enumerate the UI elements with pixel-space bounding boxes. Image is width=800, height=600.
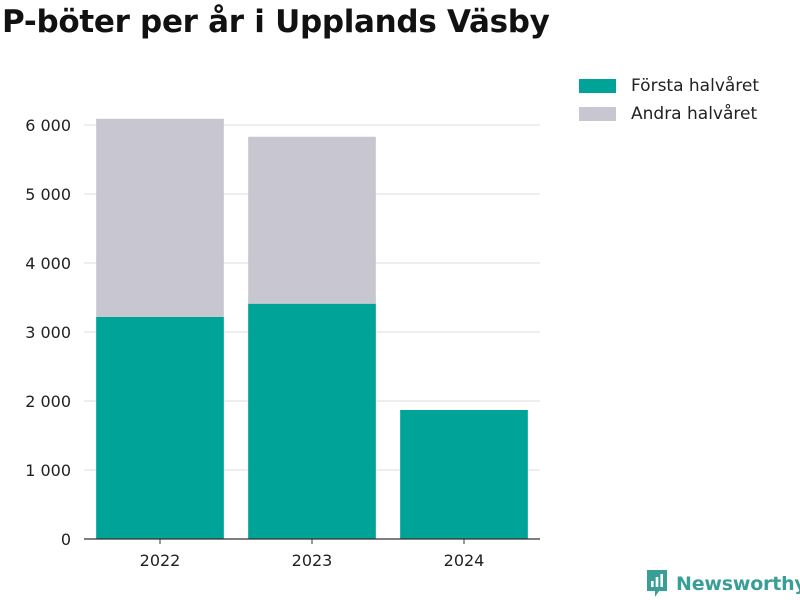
bar-2024-series-0 (400, 409, 528, 539)
legend-swatch-second-half (579, 107, 616, 121)
y-tick-label: 4 000 (25, 254, 71, 273)
legend-label-first-half: Första halvåret (631, 76, 760, 96)
bars (96, 118, 528, 539)
x-tick-label: 2022 (140, 551, 181, 570)
newsworthy-logo-icon (647, 570, 667, 597)
y-tick-label: 1 000 (25, 461, 71, 480)
y-tick-label: 5 000 (25, 185, 71, 204)
x-tick-label: 2024 (444, 551, 485, 570)
x-axis-tick-labels: 2022 2023 2024 (140, 539, 485, 570)
chart-title: P-böter per år i Upplands Väsby (2, 4, 550, 40)
bar-2023-series-0 (248, 303, 376, 539)
bar-2022-series-0 (96, 316, 224, 539)
y-tick-label: 0 (61, 530, 71, 549)
legend-swatch-first-half (579, 79, 616, 93)
y-tick-label: 2 000 (25, 392, 71, 411)
chart-legend: Första halvåret Andra halvåret (579, 72, 759, 128)
y-axis-tick-labels: 0 1 000 2 000 3 000 4 000 5 000 6 000 (25, 116, 71, 549)
brand-logo: Newsworthy (645, 569, 800, 599)
y-tick-label: 6 000 (25, 116, 71, 135)
legend-item-first-half: Första halvåret (579, 72, 759, 100)
legend-label-second-half: Andra halvåret (631, 104, 758, 124)
bar-2022-series-1 (96, 118, 224, 317)
legend-item-second-half: Andra halvåret (579, 100, 759, 128)
brand-name: Newsworthy (676, 573, 800, 595)
x-tick-label: 2023 (292, 551, 333, 570)
y-tick-label: 3 000 (25, 323, 71, 342)
bar-2023-series-1 (248, 136, 376, 304)
